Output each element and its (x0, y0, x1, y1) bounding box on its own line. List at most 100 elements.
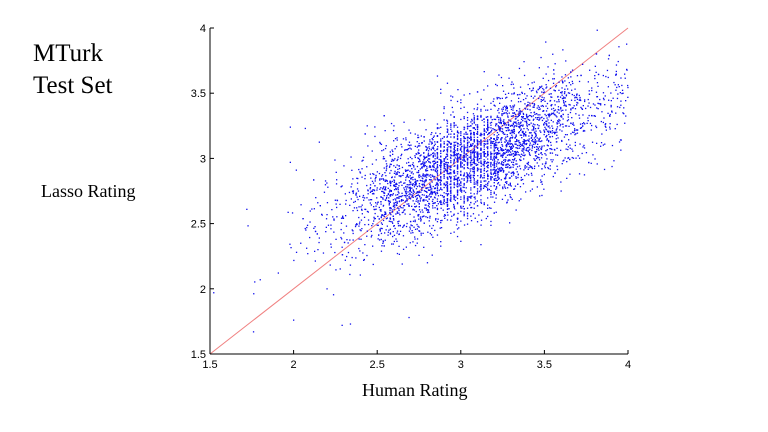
data-point (605, 123, 607, 125)
data-point (490, 154, 492, 156)
data-point (466, 180, 469, 182)
data-point (391, 149, 393, 151)
data-point (456, 203, 459, 205)
data-point (433, 202, 436, 204)
data-point (503, 162, 505, 164)
data-point (410, 172, 412, 174)
data-point (594, 158, 596, 160)
data-point (440, 166, 442, 168)
data-point (300, 242, 302, 244)
data-point (556, 101, 558, 103)
data-point (547, 131, 550, 133)
data-point (463, 178, 465, 180)
data-point (470, 161, 472, 163)
data-point (582, 105, 584, 107)
data-point (487, 158, 489, 160)
data-point (418, 230, 421, 232)
data-point (453, 172, 455, 174)
data-point (501, 161, 503, 163)
data-point (470, 197, 472, 199)
data-point (406, 184, 408, 186)
data-point (591, 115, 593, 117)
data-point (382, 156, 385, 158)
data-point (290, 247, 292, 249)
data-point (461, 151, 463, 153)
data-point (472, 158, 475, 160)
data-point (314, 260, 316, 262)
data-point (426, 167, 428, 169)
data-point (618, 46, 620, 48)
data-point (455, 224, 458, 226)
data-point (409, 213, 411, 215)
data-point (443, 174, 445, 176)
data-point (556, 122, 558, 124)
data-point (512, 171, 514, 173)
data-point (455, 178, 457, 180)
data-point (545, 150, 547, 152)
data-point (487, 170, 489, 172)
data-point (473, 136, 475, 138)
data-point (501, 144, 503, 146)
data-point (502, 186, 504, 188)
data-point (393, 202, 395, 204)
data-point (393, 225, 395, 227)
data-point (513, 128, 515, 131)
data-point (496, 116, 498, 118)
data-point (423, 165, 425, 167)
data-point (473, 159, 475, 161)
data-point (361, 160, 363, 162)
data-point (568, 125, 570, 127)
data-point (456, 130, 459, 132)
data-point (530, 90, 533, 92)
data-point (379, 230, 381, 232)
data-point (602, 92, 605, 94)
data-point (383, 215, 385, 217)
data-point (560, 190, 562, 192)
data-point (465, 154, 467, 156)
data-point (384, 211, 386, 213)
data-point (393, 125, 395, 127)
data-point (540, 99, 542, 101)
data-point (544, 153, 546, 155)
data-point (476, 190, 479, 192)
data-point (474, 198, 476, 200)
data-point (517, 151, 519, 154)
data-point (558, 81, 560, 83)
data-point (418, 218, 420, 220)
data-point (460, 166, 462, 168)
data-point (369, 187, 372, 189)
data-point (537, 88, 539, 91)
data-point (432, 147, 435, 149)
data-point (433, 177, 435, 179)
data-point (588, 90, 590, 92)
data-point (496, 144, 498, 146)
data-point (447, 162, 449, 164)
data-point (490, 178, 492, 180)
data-point (533, 103, 536, 106)
data-point (469, 172, 471, 174)
data-point (544, 113, 546, 116)
data-point (470, 134, 472, 136)
data-point (490, 164, 492, 166)
data-point (456, 171, 459, 173)
data-point (518, 142, 520, 144)
data-point (378, 239, 381, 241)
data-point (423, 155, 425, 157)
data-point (434, 207, 436, 209)
data-point (446, 151, 449, 153)
data-point (545, 162, 547, 165)
data-point (380, 196, 382, 198)
data-point (431, 227, 433, 229)
data-point (443, 200, 445, 202)
data-point (414, 133, 416, 135)
data-point (439, 181, 441, 184)
data-point (428, 175, 430, 177)
data-point (543, 188, 545, 190)
data-point (513, 106, 515, 108)
data-point (466, 212, 469, 214)
data-point (575, 157, 577, 159)
data-point (466, 149, 469, 151)
data-point (428, 143, 430, 145)
data-point (470, 215, 472, 217)
data-point (463, 135, 465, 138)
